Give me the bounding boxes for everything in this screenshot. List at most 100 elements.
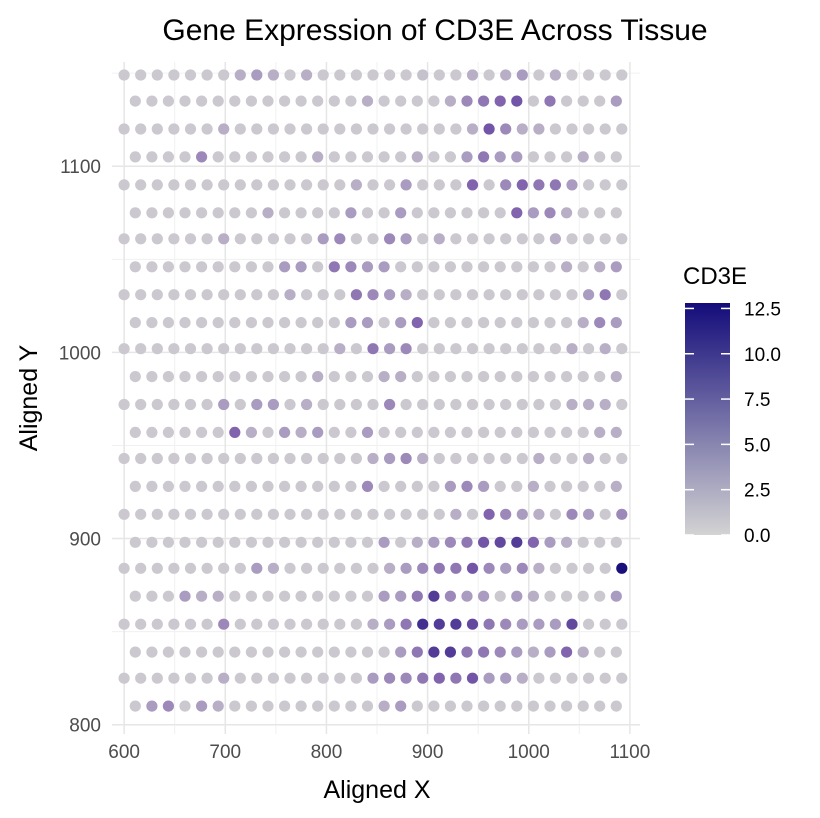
data-point: [301, 562, 313, 574]
data-point: [196, 261, 208, 273]
data-point: [417, 123, 429, 135]
data-point: [146, 700, 158, 712]
data-point: [334, 452, 346, 465]
data-point: [301, 618, 313, 630]
data-point: [527, 646, 540, 658]
data-point: [196, 590, 208, 602]
data-point: [610, 426, 622, 438]
data-point: [450, 398, 462, 411]
data-point: [610, 371, 622, 383]
data-point: [400, 562, 412, 574]
data-point: [251, 452, 263, 465]
data-point: [577, 95, 589, 107]
data-point: [212, 95, 224, 107]
data-point: [378, 536, 390, 548]
data-point: [212, 700, 224, 712]
data-point: [361, 317, 374, 329]
data-point: [212, 426, 224, 438]
legend-tick-label: 12.5: [744, 299, 781, 320]
data-point: [328, 480, 340, 492]
data-point: [284, 343, 296, 355]
data-point: [118, 233, 130, 245]
data-point: [179, 426, 191, 438]
data-point: [317, 233, 329, 245]
data-point: [179, 95, 191, 107]
data-point: [245, 261, 257, 273]
data-point: [428, 95, 440, 107]
data-point: [367, 233, 379, 245]
data-point: [577, 480, 589, 492]
data-point: [428, 151, 440, 163]
data-point: [411, 371, 423, 383]
data-point: [350, 398, 362, 411]
data-point: [328, 317, 340, 329]
data-point: [599, 508, 611, 520]
data-point: [295, 536, 307, 548]
data-point: [279, 536, 291, 548]
data-point: [328, 95, 340, 107]
data-point: [135, 233, 147, 245]
data-point: [151, 233, 163, 245]
data-point: [561, 700, 573, 712]
data-point: [494, 151, 506, 163]
data-point: [229, 317, 241, 329]
data-point: [279, 700, 291, 712]
data-point: [234, 179, 246, 191]
data-point: [162, 261, 174, 273]
data-point: [162, 426, 174, 438]
data-point: [212, 590, 224, 602]
data-point: [251, 508, 263, 520]
data-point: [450, 343, 462, 355]
data-point: [196, 480, 208, 492]
data-point: [577, 426, 589, 438]
data-point: [561, 151, 573, 163]
data-point: [350, 123, 362, 135]
data-point: [295, 317, 307, 329]
data-point: [245, 151, 257, 163]
data-point: [168, 398, 180, 411]
y-tick-label: 900: [69, 530, 101, 551]
data-point: [411, 590, 423, 602]
data-point: [184, 562, 197, 574]
data-point: [583, 233, 595, 245]
data-point: [400, 233, 412, 245]
data-point: [599, 343, 611, 355]
data-point: [146, 590, 158, 602]
data-point: [561, 207, 573, 219]
data-point: [345, 590, 357, 602]
data-point: [317, 562, 329, 574]
legend-ticks: 0.0 2.5 5.0 7.5 10.0 12.5: [685, 299, 781, 547]
data-point: [350, 343, 362, 355]
data-point: [428, 700, 440, 712]
data-point: [411, 480, 423, 492]
data-point: [500, 343, 512, 355]
data-point: [135, 289, 147, 301]
data-point: [478, 95, 490, 107]
data-point: [234, 672, 246, 684]
data-point: [395, 646, 407, 658]
data-point: [312, 590, 324, 602]
data-point: [417, 289, 429, 301]
data-point: [279, 151, 291, 163]
legend-color-bar: [685, 303, 730, 535]
data-point: [450, 289, 462, 301]
data-point: [450, 69, 462, 81]
data-point: [549, 452, 562, 465]
data-point: [594, 371, 606, 383]
data-point: [146, 646, 158, 658]
data-point: [483, 69, 495, 81]
data-point: [544, 646, 556, 658]
data-point: [616, 562, 628, 574]
data-point: [245, 95, 257, 107]
data-point: [196, 646, 208, 658]
data-point: [417, 562, 429, 574]
data-point: [516, 452, 528, 465]
data-point: [262, 261, 274, 273]
data-point: [184, 289, 197, 301]
data-point: [483, 672, 495, 684]
data-point: [533, 343, 545, 355]
data-point: [345, 646, 357, 658]
data-point: [151, 179, 163, 191]
data-point: [616, 233, 628, 245]
data-point: [267, 343, 279, 355]
